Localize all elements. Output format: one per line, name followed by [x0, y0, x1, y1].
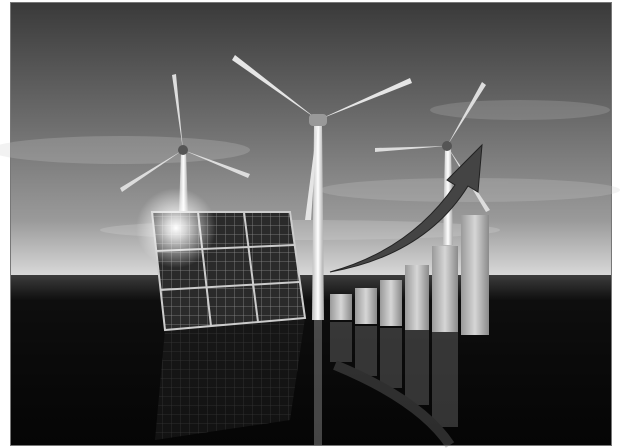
sun-glare [136, 188, 216, 268]
bar-chart-graphic [329, 143, 489, 335]
reflection [155, 318, 458, 448]
sky [11, 3, 611, 275]
wind-turbine [120, 74, 250, 212]
ground [11, 275, 611, 445]
wind-turbine [232, 55, 412, 320]
